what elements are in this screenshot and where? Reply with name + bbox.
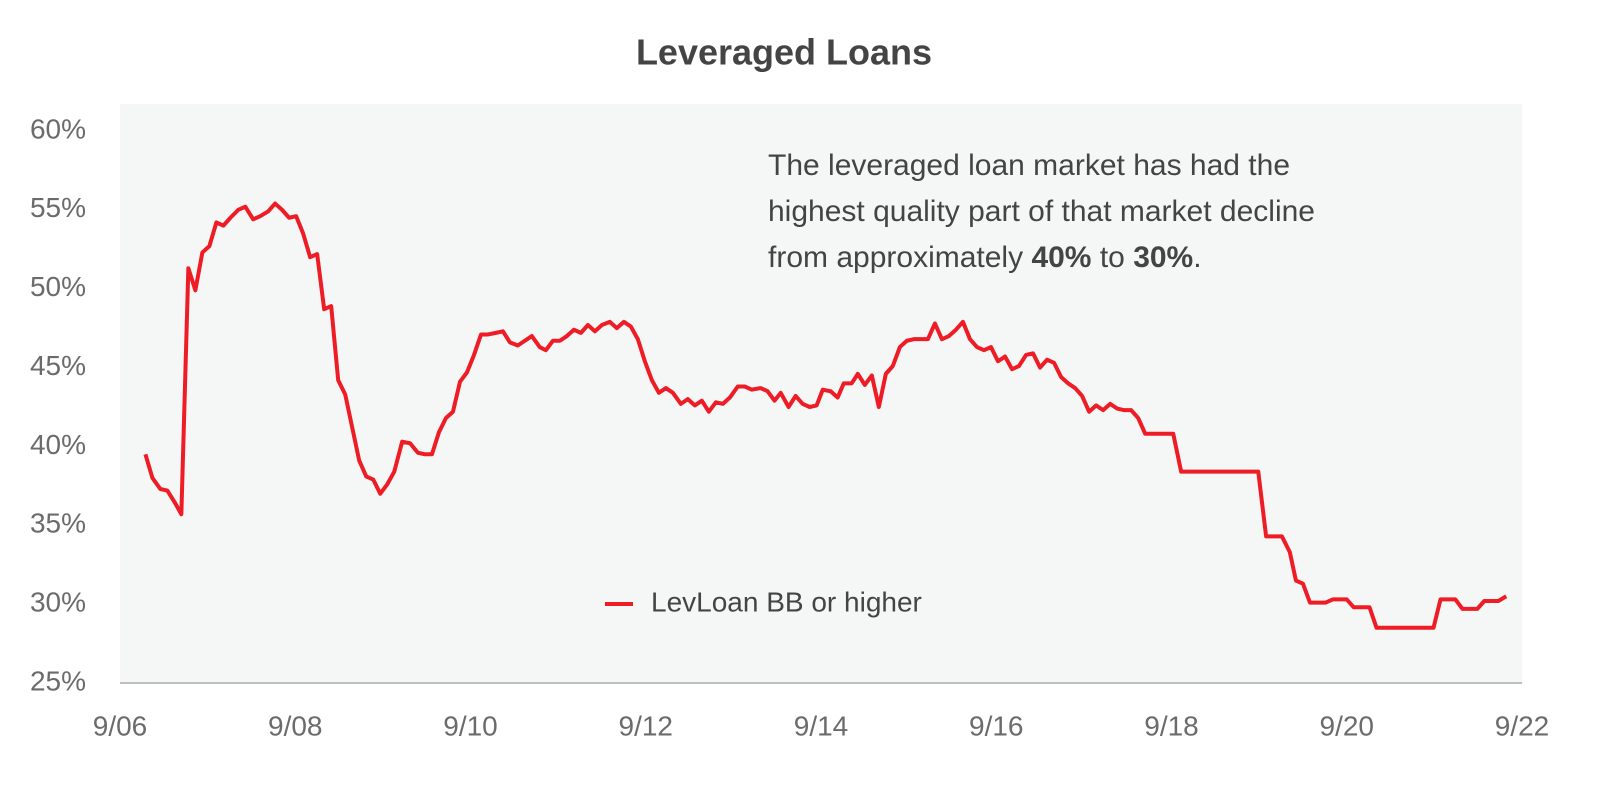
x-tick-label: 9/12	[619, 710, 674, 741]
annotation-text: from approximately	[768, 241, 1031, 274]
chart-title: Leveraged Loans	[636, 32, 932, 73]
x-tick-label: 9/08	[268, 710, 323, 741]
y-tick-label: 25%	[30, 665, 86, 696]
annotation-text: highest quality part of that market decl…	[768, 195, 1315, 228]
y-tick-label: 40%	[30, 429, 86, 460]
annotation-text: 40%	[1031, 241, 1091, 274]
annotation: from approximately 40% to 30%.	[768, 241, 1202, 274]
x-tick-label: 9/16	[969, 710, 1024, 741]
annotation: The leveraged loan market has had the	[768, 149, 1290, 182]
y-tick-label: 50%	[30, 271, 86, 302]
annotation-text: .	[1193, 241, 1201, 274]
annotation: highest quality part of that market decl…	[768, 195, 1315, 228]
x-tick-label: 9/10	[443, 710, 498, 741]
annotation-text: The leveraged loan market has had the	[768, 149, 1290, 182]
x-tick-label: 9/22	[1495, 710, 1550, 741]
y-tick-label: 35%	[30, 508, 86, 539]
annotation-text: to	[1091, 241, 1133, 274]
x-tick-label: 9/14	[794, 710, 849, 741]
y-tick-label: 30%	[30, 587, 86, 618]
x-tick-label: 9/18	[1144, 710, 1199, 741]
annotation-text: 30%	[1133, 241, 1193, 274]
y-tick-label: 55%	[30, 192, 86, 223]
y-tick-label: 60%	[30, 113, 86, 144]
x-tick-label: 9/06	[93, 710, 148, 741]
data-line	[143, 201, 1508, 630]
y-tick-label: 45%	[30, 350, 86, 381]
x-tick-label: 9/20	[1320, 710, 1375, 741]
legend-label: LevLoan BB or higher	[651, 586, 922, 617]
